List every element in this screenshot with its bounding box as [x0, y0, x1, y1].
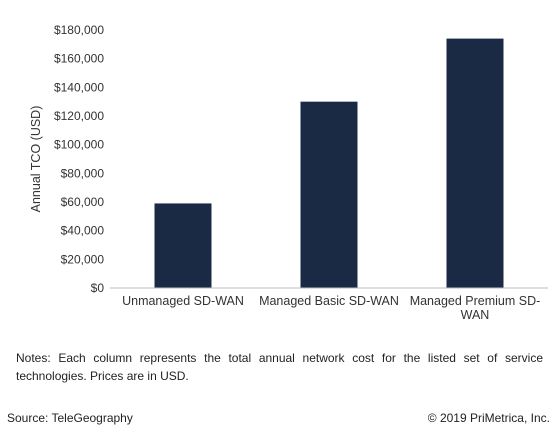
x-tick-label: Managed Basic SD-WAN	[259, 294, 399, 308]
y-axis-label: Annual TCO (USD)	[29, 106, 43, 213]
y-tick-label: $140,000	[54, 80, 104, 94]
y-tick-label: $0	[91, 281, 105, 295]
chart-notes: Notes: Each column represents the total …	[16, 351, 543, 383]
x-tick-label: Managed Premium SD-WAN	[410, 294, 541, 322]
bars	[154, 38, 504, 289]
y-tick-label: $60,000	[61, 195, 105, 209]
y-tick-label: $180,000	[54, 23, 104, 37]
y-axis-ticks: $0 $20,000 $40,000 $60,000 $80,000 $100,000 $1…	[54, 23, 104, 295]
x-axis-labels: Unmanaged SD-WAN Managed Basic SD-WAN Mana…	[122, 294, 540, 322]
source-credit: Source: TeleGeography	[7, 411, 133, 425]
x-tick-label: Unmanaged SD-WAN	[122, 294, 244, 308]
y-tick-label: $120,000	[54, 109, 104, 123]
y-tick-label: $80,000	[61, 166, 105, 180]
copyright-notice: © 2019 PriMetrica, Inc.	[427, 411, 550, 425]
bar	[154, 203, 212, 288]
y-tick-label: $100,000	[54, 138, 104, 152]
y-tick-label: $160,000	[54, 52, 104, 66]
bar	[446, 38, 504, 288]
y-tick-label: $40,000	[61, 224, 105, 238]
bar	[300, 101, 358, 289]
bar-chart: $0 $20,000 $40,000 $60,000 $80,000 $100,000 $1…	[29, 23, 548, 322]
y-tick-label: $20,000	[61, 252, 105, 266]
